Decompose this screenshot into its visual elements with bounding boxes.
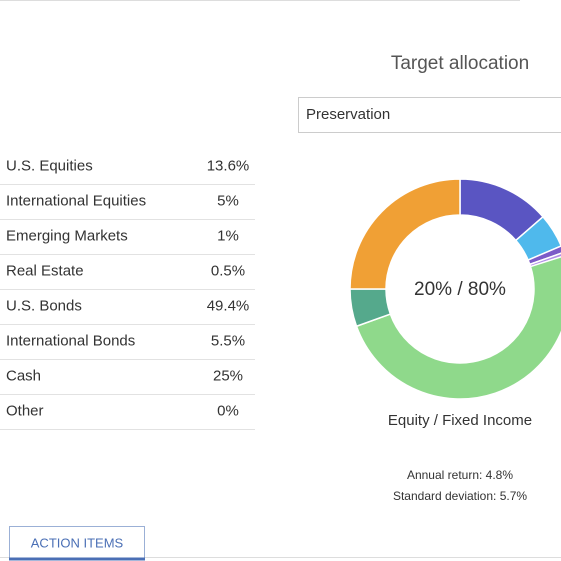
- row-name: International Bonds: [6, 332, 135, 349]
- panel-title: Target allocation: [391, 53, 529, 74]
- row-name: Cash: [6, 367, 41, 384]
- annual-return: Annual return: 4.8%: [407, 468, 513, 482]
- action-button[interactable]: [9, 526, 145, 560]
- row-name: Other: [6, 402, 44, 419]
- donut-chart: [349, 178, 561, 400]
- row-value: 49.4%: [207, 297, 250, 314]
- donut-center-label: 20% / 80%: [414, 279, 506, 300]
- row-name: Emerging Markets: [6, 227, 128, 244]
- donut-segment: [355, 256, 561, 400]
- allocation-table: U.S. Equities 13.6% International Equities…: [0, 157, 255, 430]
- row-value: 0%: [217, 402, 239, 419]
- donut-caption: Equity / Fixed Income: [388, 412, 532, 429]
- row-value: 13.6%: [207, 157, 250, 174]
- row-value: 0.5%: [211, 262, 245, 279]
- row-value: 5%: [217, 192, 239, 209]
- select-box[interactable]: [298, 97, 561, 133]
- row-name: Real Estate: [6, 262, 84, 279]
- row-value: 1%: [217, 227, 239, 244]
- action-button-label[interactable]: ACTION ITEMS: [31, 535, 124, 550]
- row-value: 5.5%: [211, 332, 245, 349]
- row-value: 25%: [213, 367, 243, 384]
- select-value[interactable]: Preservation: [306, 106, 390, 123]
- row-name: U.S. Bonds: [6, 297, 82, 314]
- row-name: U.S. Equities: [6, 157, 93, 174]
- row-name: International Equities: [6, 192, 146, 209]
- standard-deviation: Standard deviation: 5.7%: [393, 489, 527, 503]
- donut-segment: [349, 178, 461, 290]
